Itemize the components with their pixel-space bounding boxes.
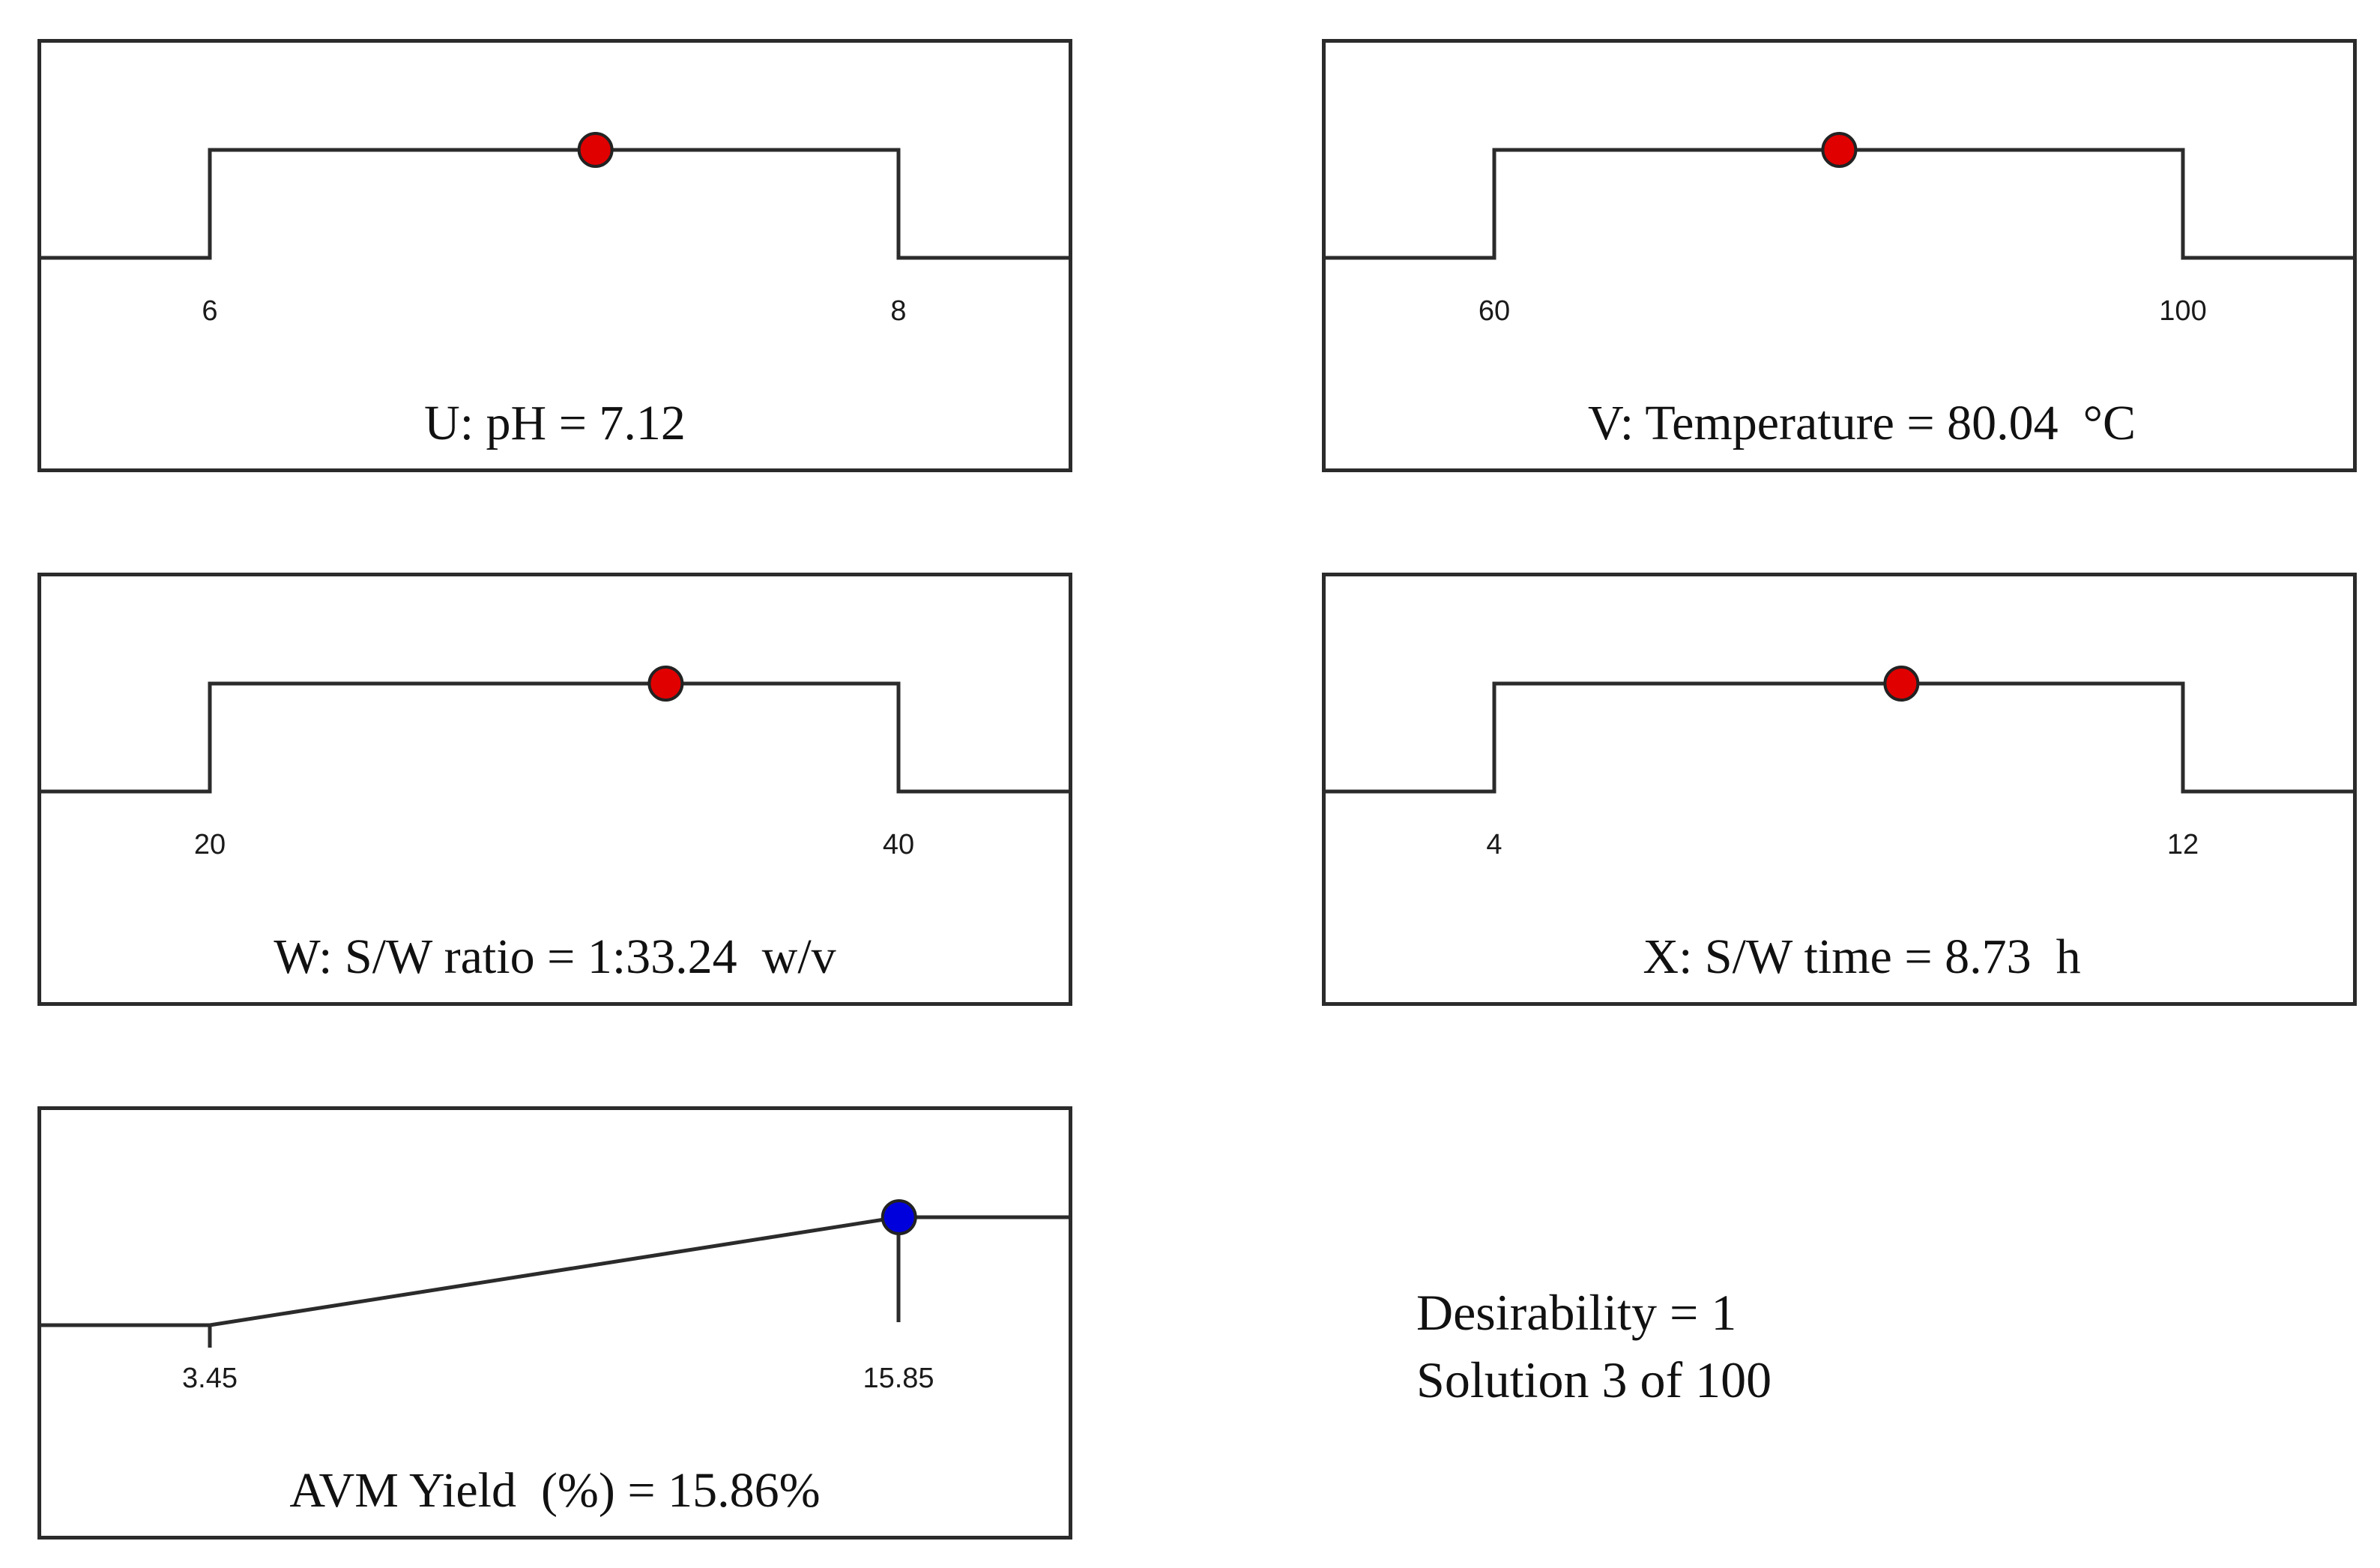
- tick-label-high: 15.85: [863, 1363, 934, 1394]
- avm-yield-ramp: 3.45 15.85: [41, 1199, 1069, 1394]
- tick-label-low: 60: [1479, 295, 1510, 327]
- solution-point: [647, 666, 684, 702]
- solution-point: [577, 132, 614, 168]
- sw-ratio-ramp: 20 40: [41, 666, 1069, 860]
- solution-point: [881, 1199, 917, 1235]
- temperature-panel: 60 100 V: Temperature = 80.04 °C: [1322, 39, 2357, 472]
- desirability-curve: [41, 1215, 1069, 1327]
- tick-label-low: 3.45: [182, 1363, 238, 1394]
- desirability-text: Desirability = 1: [1416, 1284, 1737, 1341]
- avm-yield-panel: 3.45 15.85 AVM Yield (%) = 15.86%: [37, 1106, 1072, 1540]
- ph-label: U: pH = 7.12: [424, 396, 686, 450]
- sw-time-panel: 4 12 X: S/W time = 8.73 h: [1322, 573, 2357, 1006]
- summary: Desirability = 1 Solution 3 of 100: [1416, 1279, 1772, 1414]
- tick-label-low: 20: [194, 829, 226, 860]
- avm-yield-label: AVM Yield (%) = 15.86%: [289, 1463, 821, 1518]
- tick-label-high: 100: [2159, 295, 2206, 327]
- tick-label-low: 4: [1486, 829, 1502, 860]
- solution-text: Solution 3 of 100: [1416, 1351, 1772, 1408]
- tick-label-high: 12: [2167, 829, 2199, 860]
- solution-point: [1821, 132, 1858, 168]
- desirability-curve: [1326, 681, 2353, 794]
- temperature-label: V: Temperature = 80.04 °C: [1587, 396, 2136, 450]
- desirability-curve: [41, 148, 1069, 260]
- temperature-ramp: 60 100: [1326, 132, 2353, 327]
- solution-point: [1883, 666, 1920, 702]
- tick-label-low: 6: [202, 295, 217, 327]
- tick-label-high: 40: [883, 829, 914, 860]
- sw-ratio-panel: 20 40 W: S/W ratio = 1:33.24 w/v: [37, 573, 1072, 1006]
- sw-time-label: X: S/W time = 8.73 h: [1643, 929, 2081, 984]
- sw-ratio-label: W: S/W ratio = 1:33.24 w/v: [274, 929, 836, 984]
- sw-time-ramp: 4 12: [1326, 666, 2353, 860]
- desirability-curve: [41, 681, 1069, 794]
- tick-label-high: 8: [890, 295, 906, 327]
